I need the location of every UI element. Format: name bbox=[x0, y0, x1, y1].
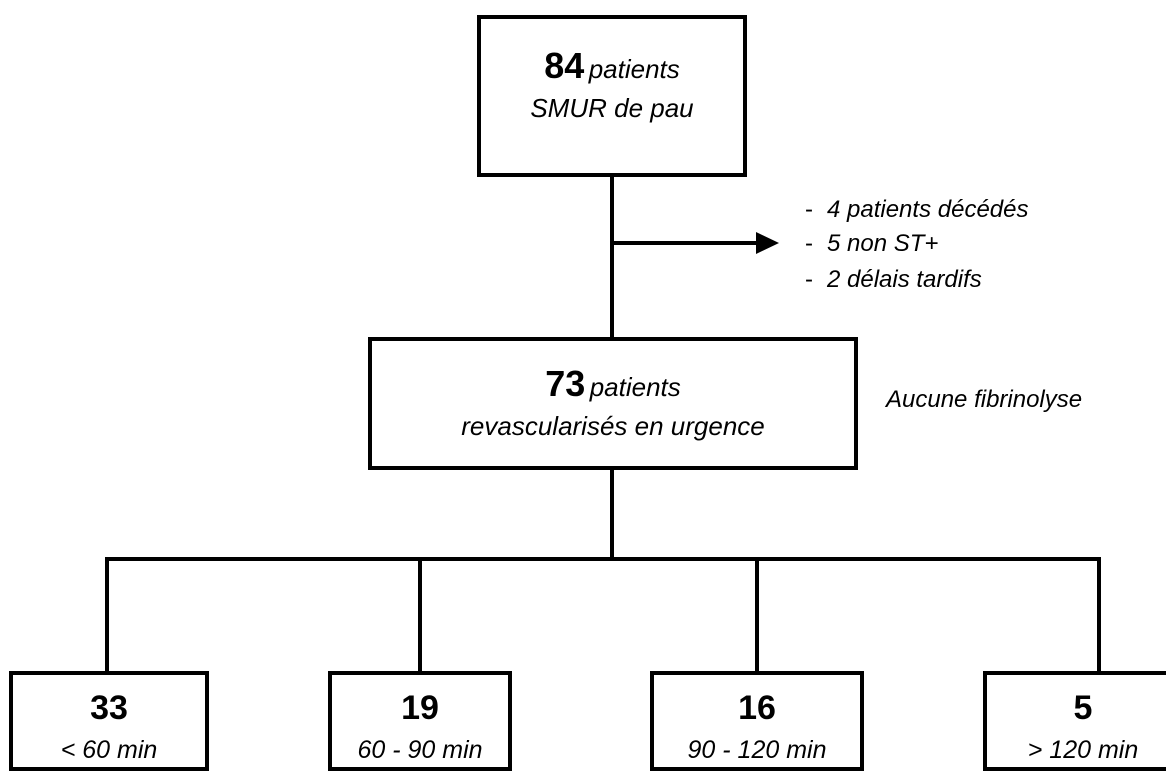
exclusion-dash: - bbox=[805, 266, 813, 293]
branch-count: 19 bbox=[401, 689, 439, 727]
side-note: Aucune fibrinolyse bbox=[886, 386, 1083, 413]
branch-count: 33 bbox=[90, 689, 128, 727]
branch-box-1: 33 < 60 min bbox=[9, 671, 209, 771]
connector-lines bbox=[105, 177, 1101, 671]
branch-box-4: 5 > 120 min bbox=[983, 671, 1166, 771]
exclusion-dash: - bbox=[805, 230, 813, 257]
branch-count: 5 bbox=[1073, 689, 1093, 727]
middle-label: patients bbox=[589, 372, 681, 402]
middle-count: 73 bbox=[545, 363, 586, 404]
branch-box-2: 19 60 - 90 min bbox=[328, 671, 512, 771]
exclusion-item: -2 délais tardifs bbox=[805, 266, 982, 294]
branch-count: 16 bbox=[738, 689, 776, 727]
exclusion-dash: - bbox=[805, 196, 813, 223]
exclusion-item: -5 non ST+ bbox=[805, 230, 938, 258]
middle-box: 73 patients revascularisés en urgence bbox=[368, 337, 858, 470]
exclusion-arrowhead bbox=[756, 232, 779, 254]
middle-subtitle: revascularisés en urgence bbox=[461, 411, 765, 441]
exclusion-text: 4 patients décédés bbox=[827, 196, 1029, 223]
branch-box-3: 16 90 - 120 min bbox=[650, 671, 864, 771]
exclusion-text: 2 délais tardifs bbox=[827, 266, 982, 293]
top-count: 84 bbox=[544, 45, 585, 86]
exclusion-item: -4 patients décédés bbox=[805, 196, 1028, 224]
top-subtitle: SMUR de pau bbox=[530, 93, 694, 123]
top-box: 84 patients SMUR de pau bbox=[477, 15, 747, 177]
exclusion-text: 5 non ST+ bbox=[827, 230, 939, 257]
top-label: patients bbox=[588, 54, 680, 84]
